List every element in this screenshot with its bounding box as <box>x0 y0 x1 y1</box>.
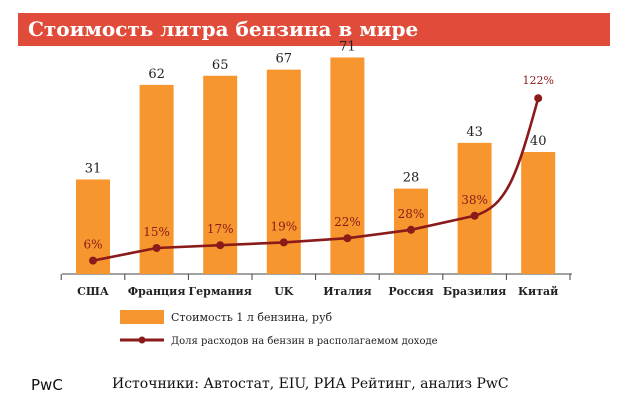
bar-value-label: 65 <box>212 58 229 73</box>
share-value-label: 15% <box>143 225 170 239</box>
share-value-label: 38% <box>461 193 488 207</box>
share-point <box>89 256 97 265</box>
category-label: Германия <box>189 285 252 298</box>
bar-value-label: 43 <box>466 125 483 140</box>
bar-value-label: 71 <box>339 39 356 54</box>
legend-line-label: Доля расходов на бензин в располагаемом … <box>171 336 438 347</box>
share-value-label: 17% <box>207 222 234 236</box>
bar <box>521 152 556 274</box>
category-label: Россия <box>388 285 433 298</box>
category-label: Китай <box>518 285 558 298</box>
share-value-label: 19% <box>270 219 297 233</box>
footer-brand: PwC <box>31 376 63 394</box>
bar-value-label: 31 <box>85 161 102 176</box>
category-label: UK <box>274 285 294 298</box>
bar-value-label: 62 <box>148 67 165 82</box>
legend-line-marker <box>138 336 146 344</box>
category-label: Италия <box>323 285 371 298</box>
share-value-label: 22% <box>334 215 361 229</box>
bar <box>203 75 238 274</box>
bar-value-label: 28 <box>403 171 420 186</box>
bar-value-label: 67 <box>276 52 293 67</box>
share-value-label: 122% <box>522 74 553 87</box>
legend-bar-swatch <box>120 310 164 324</box>
share-point <box>470 211 479 220</box>
share-point <box>407 225 415 234</box>
share-line <box>92 97 540 262</box>
share-value-label: 6% <box>83 238 102 252</box>
share-point <box>279 238 288 247</box>
bar-value-label: 40 <box>530 134 547 149</box>
chart-title: Стоимость литра бензина в мире <box>28 17 419 41</box>
share-point <box>343 234 352 243</box>
share-point <box>216 241 225 250</box>
category-label: США <box>77 285 109 298</box>
category-label: Франция <box>128 285 186 298</box>
title-bar: Стоимость литра бензина в мире <box>18 13 610 46</box>
legend-bar-label: Стоимость 1 л бензина, руб <box>171 311 333 324</box>
category-label: Бразилия <box>443 285 506 298</box>
bar <box>139 84 174 275</box>
share-value-label: 28% <box>398 207 425 221</box>
share-point <box>534 94 543 103</box>
footer-source: Источники: Автостат, EIU, РИА Рейтинг, а… <box>112 376 509 392</box>
share-point <box>152 244 161 252</box>
bar <box>457 142 492 274</box>
